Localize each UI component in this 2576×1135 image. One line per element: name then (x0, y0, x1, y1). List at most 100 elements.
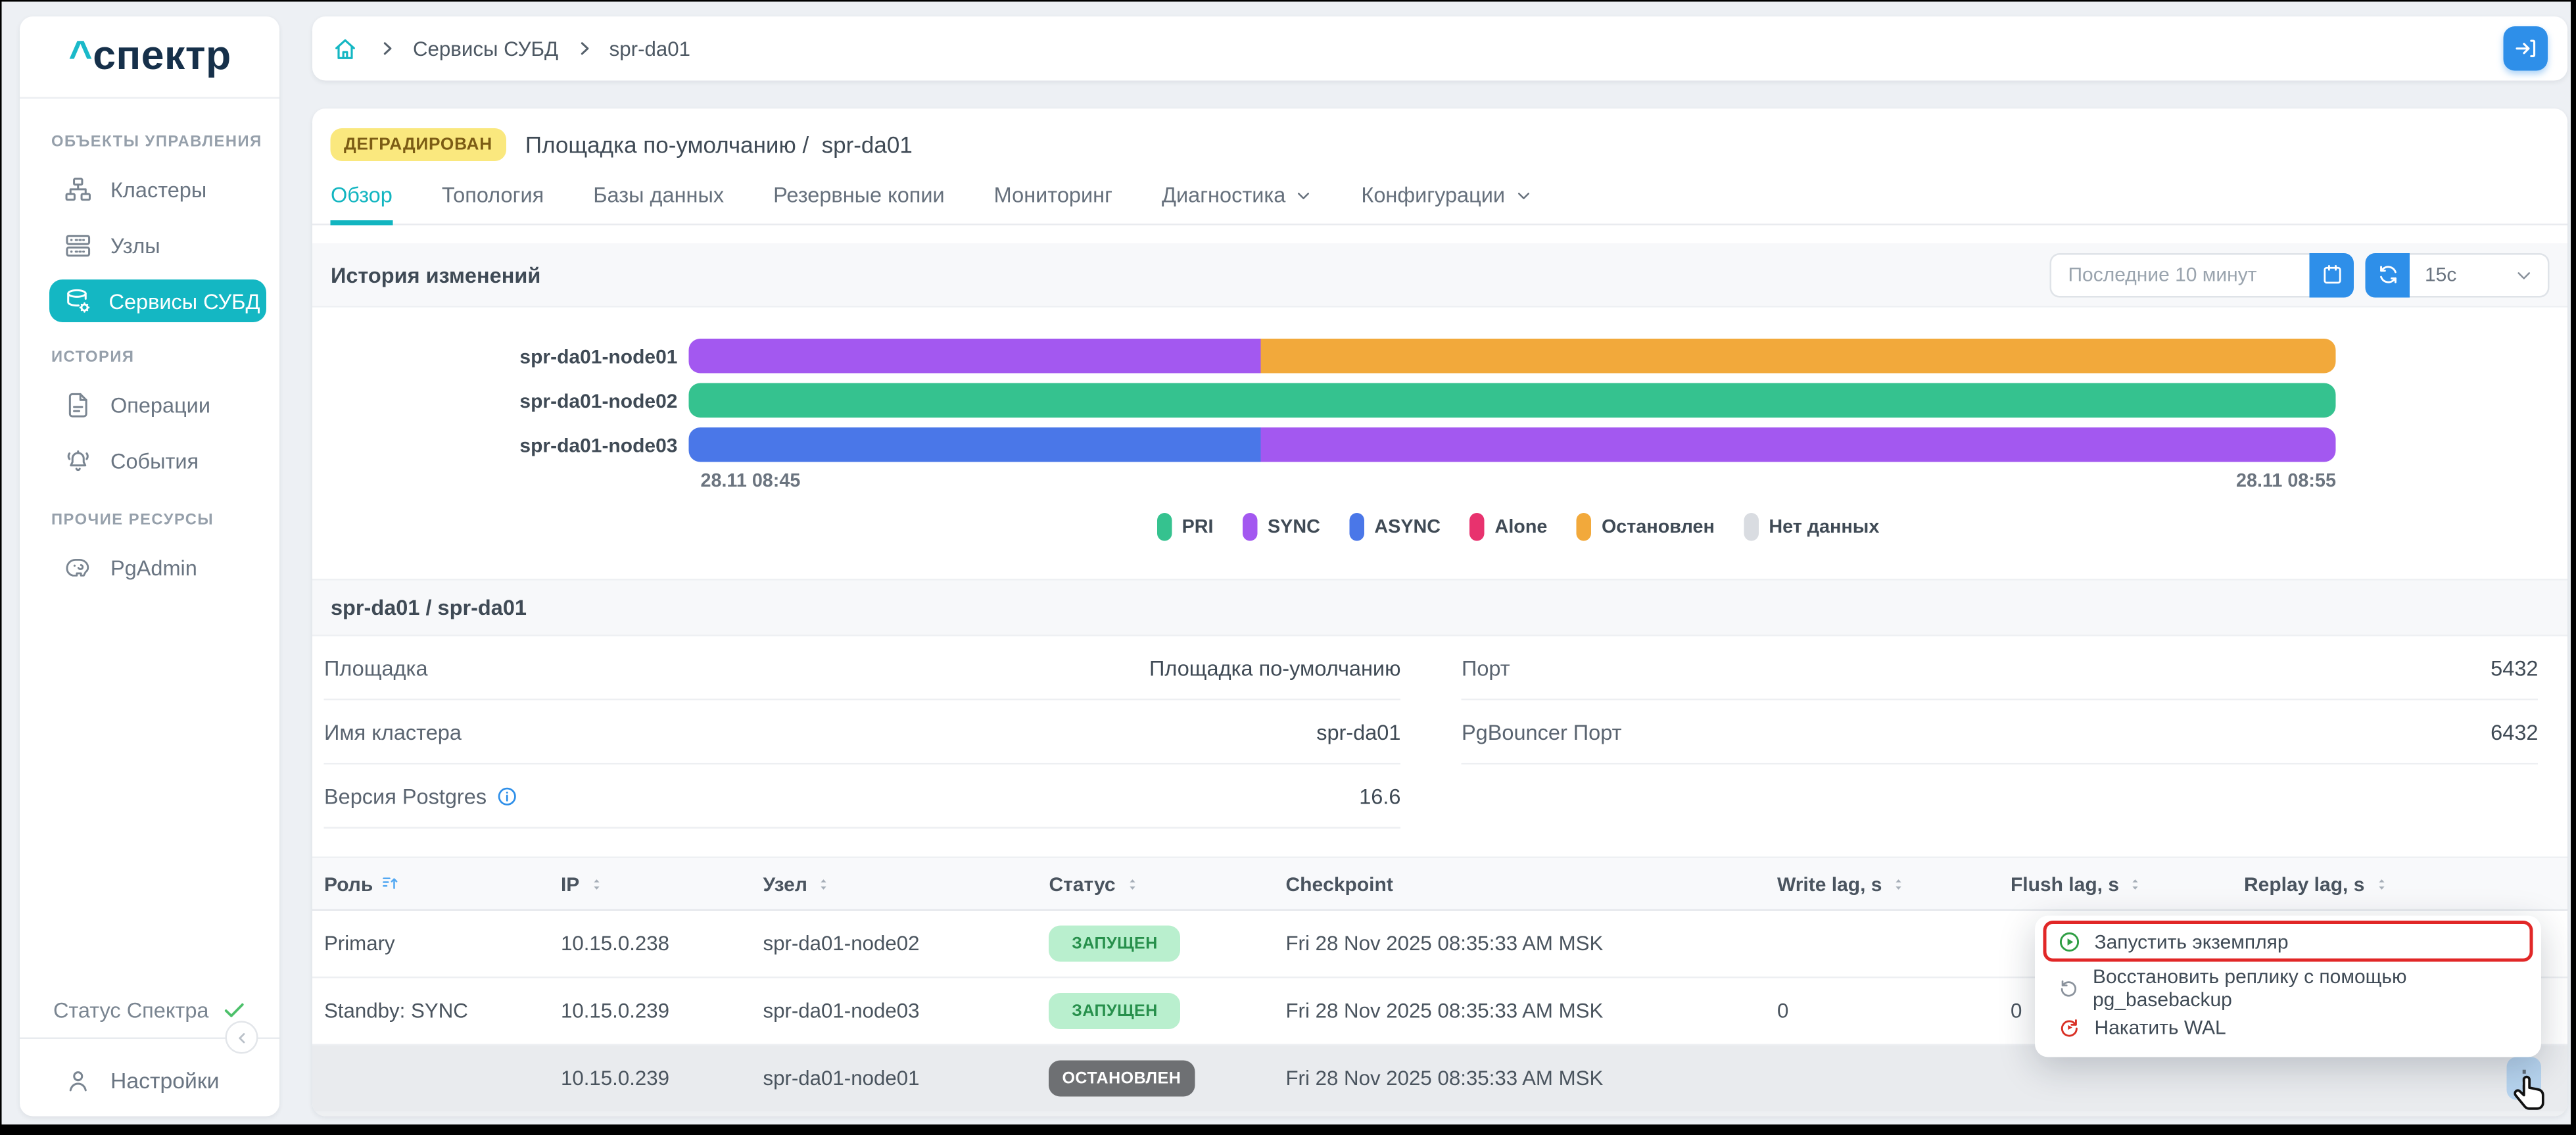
timeline-segment (1260, 427, 2336, 462)
breadcrumb-chevron-icon (581, 42, 588, 55)
legend-item: Остановлен (1577, 513, 1715, 541)
sidebar-item-label: Операции (110, 392, 210, 418)
settings-label: Настройки (110, 1069, 220, 1094)
instances-table-header: Роль IP Узел Статус Checkpoint Write lag… (312, 856, 2568, 911)
tab-databases[interactable]: Базы данных (593, 182, 725, 208)
timeline-row-label: spr-da01-node03 (519, 433, 678, 457)
legend-item: Нет данных (1744, 513, 1879, 541)
timeline-bar[interactable] (688, 339, 2336, 374)
table-footer-strip (312, 1113, 2568, 1117)
tab-monitoring[interactable]: Мониторинг (993, 182, 1112, 208)
info-label: Площадка (323, 655, 428, 681)
logout-icon (2516, 39, 2536, 58)
sidebar: ^спектр ОБЪЕКТЫ УПРАВЛЕНИЯ Кластеры Узлы… (20, 16, 280, 1117)
sidebar-item-label: Сервисы СУБД (108, 289, 260, 314)
logout-button[interactable] (2503, 26, 2548, 71)
calendar-icon (2323, 265, 2341, 284)
tab-diagnostics[interactable]: Диагностика (1162, 171, 1312, 224)
info-value: 6432 (2491, 719, 2539, 744)
sidebar-item-db-services[interactable]: Сервисы СУБД (49, 279, 267, 323)
info-value: 16.6 (1359, 783, 1401, 809)
sidebar-section-title-objects: ОБЪЕКТЫ УПРАВЛЕНИЯ (51, 133, 262, 152)
calendar-button[interactable] (2309, 253, 2354, 297)
tab-overview[interactable]: Обзор (330, 171, 393, 226)
tab-configurations[interactable]: Конфигурации (1361, 171, 1531, 224)
sidebar-collapse-button[interactable] (225, 1021, 258, 1054)
breadcrumb-item-services[interactable]: Сервисы СУБД (412, 37, 559, 60)
cell-role: Standby: SYNC (323, 1000, 468, 1023)
home-icon[interactable] (332, 36, 358, 62)
refresh-interval-select[interactable]: 15с (2410, 253, 2550, 297)
info-label: PgBouncer Порт (1461, 719, 1622, 744)
cell-flush-lag: 0 (2010, 1000, 2022, 1023)
column-header-status[interactable]: Статус (1049, 873, 1285, 896)
sidebar-item-pgadmin[interactable]: PgAdmin (20, 539, 279, 595)
timeline-segment (688, 383, 2336, 418)
menu-item-start-instance[interactable]: Запустить экземпляр (2043, 921, 2533, 962)
time-range-input[interactable]: Последние 10 минут (2049, 253, 2310, 297)
cell-checkpoint: Fri 28 Nov 2025 08:35:33 AM MSK (1285, 1000, 1604, 1023)
info-label: Порт (1461, 655, 1510, 681)
cell-role: Primary (323, 932, 395, 955)
sidebar-item-label: PgAdmin (110, 555, 197, 580)
tab-backups[interactable]: Резервные копии (773, 182, 945, 208)
cell-status: ОСТАНОВЛЕН (1049, 1060, 1285, 1097)
status-ok-check-icon (224, 1003, 244, 1018)
cell-ip: 10.15.0.239 (560, 1000, 670, 1023)
sidebar-item-settings[interactable]: Настройки (64, 1067, 220, 1096)
sort-icon (1129, 879, 1135, 890)
timeline-legend: PRI SYNC ASYNC Alone Остановлен Нет данн… (700, 513, 2336, 541)
timeline-axis: 28.11 08:45 28.11 08:55 (700, 472, 2336, 492)
history-panel-header: История изменений Последние 10 минут 15с (312, 243, 2568, 308)
menu-item-apply-wal[interactable]: Накатить WAL (2043, 1008, 2533, 1048)
timeline-bar[interactable] (688, 383, 2336, 418)
column-header-flush-lag[interactable]: Flush lag, s (2011, 873, 2244, 896)
logo[interactable]: ^спектр (20, 16, 280, 99)
logo-caret-icon: ^ (68, 33, 93, 80)
legend-item: SYNC (1243, 513, 1320, 541)
sort-icon (593, 879, 599, 890)
sort-icon (2132, 879, 2139, 890)
nodes-icon (66, 234, 91, 256)
cluster-info-header: spr-da01 / spr-da01 (312, 579, 2568, 637)
legend-swatch (1470, 513, 1485, 541)
menu-item-restore-replica[interactable]: Восстановить реплику с помощью pg_baseba… (2043, 965, 2533, 1011)
events-icon (68, 450, 89, 471)
refresh-button[interactable] (2365, 253, 2410, 297)
column-header-role[interactable]: Роль (312, 873, 561, 896)
column-header-ip[interactable]: IP (561, 873, 763, 896)
sidebar-item-events[interactable]: События (20, 433, 279, 489)
column-header-write-lag[interactable]: Write lag, s (1777, 873, 2011, 896)
info-icon[interactable] (496, 785, 518, 807)
sort-icon (1896, 879, 1901, 890)
cell-checkpoint: Fri 28 Nov 2025 08:35:33 AM MSK (1285, 932, 1604, 955)
info-value: Площадка по-умолчанию (1149, 655, 1401, 681)
sidebar-item-operations[interactable]: Операции (20, 377, 279, 433)
cluster-info-left-column: Площадка Площадка по-умолчанию Имя класт… (323, 637, 1401, 829)
sidebar-item-clusters[interactable]: Кластеры (20, 161, 279, 217)
column-header-node[interactable]: Узел (763, 873, 1049, 896)
column-header-replay-lag[interactable]: Replay lag, s (2244, 873, 2556, 896)
row-actions-kebab-button[interactable]: ⋮ (2506, 1057, 2542, 1100)
table-row-selected[interactable]: 10.15.0.239 spr-da01-node01 ОСТАНОВЛЕН F… (312, 1046, 2568, 1113)
timeline-row-label: spr-da01-node01 (519, 345, 678, 368)
start-instance-icon (2060, 932, 2080, 952)
operations-icon (69, 393, 88, 417)
cell-node: spr-da01-node02 (763, 932, 920, 955)
timeline-row: spr-da01-node01 (312, 339, 2567, 374)
sort-asc-icon (383, 877, 398, 890)
sidebar-section-title-history: ИСТОРИЯ (51, 349, 135, 367)
cell-write-lag: 0 (1777, 1000, 1789, 1023)
cell-node: spr-da01-node01 (763, 1067, 920, 1090)
status-badge: ДЕГРАДИРОВАН (330, 128, 506, 162)
sidebar-item-nodes[interactable]: Узлы (20, 217, 279, 273)
restore-replica-icon (2061, 980, 2077, 997)
tab-topology[interactable]: Топология (441, 182, 544, 208)
timeline-bar[interactable] (688, 427, 2336, 462)
history-title: История изменений (330, 262, 541, 287)
info-row: Площадка Площадка по-умолчанию (323, 637, 1401, 701)
time-range-group: Последние 10 минут (2049, 253, 2354, 297)
apply-wal-icon (2061, 1019, 2078, 1037)
column-header-checkpoint: Checkpoint (1285, 872, 1393, 896)
